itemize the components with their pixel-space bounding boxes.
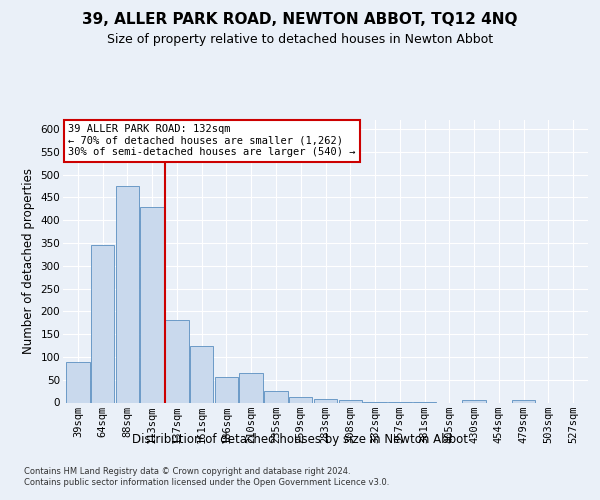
Bar [165,320,188,402]
Bar [66,362,89,403]
Bar [314,399,337,402]
Bar [116,186,139,402]
Bar [463,400,486,402]
Bar [140,206,164,402]
Bar [264,391,288,402]
Bar [190,346,214,403]
Text: Distribution of detached houses by size in Newton Abbot: Distribution of detached houses by size … [132,432,468,446]
Bar [289,397,313,402]
Bar [91,246,115,402]
Bar [338,400,362,402]
Text: 39, ALLER PARK ROAD, NEWTON ABBOT, TQ12 4NQ: 39, ALLER PARK ROAD, NEWTON ABBOT, TQ12 … [82,12,518,28]
Text: 39 ALLER PARK ROAD: 132sqm
← 70% of detached houses are smaller (1,262)
30% of s: 39 ALLER PARK ROAD: 132sqm ← 70% of deta… [68,124,356,158]
Text: Contains HM Land Registry data © Crown copyright and database right 2024.
Contai: Contains HM Land Registry data © Crown c… [24,468,389,487]
Text: Size of property relative to detached houses in Newton Abbot: Size of property relative to detached ho… [107,32,493,46]
Bar [512,400,535,402]
Bar [239,373,263,402]
Y-axis label: Number of detached properties: Number of detached properties [22,168,35,354]
Bar [215,378,238,402]
